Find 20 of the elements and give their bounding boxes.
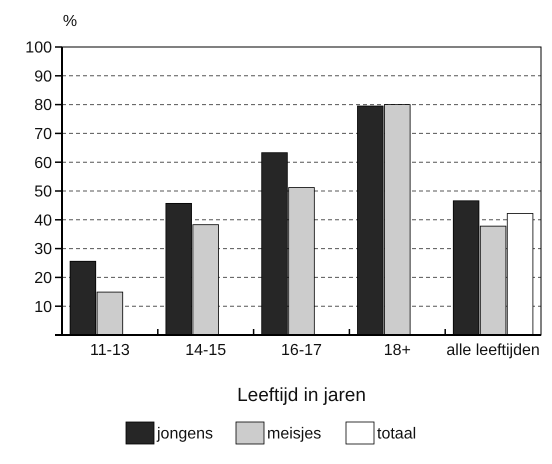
y-tick-label: 80	[34, 97, 52, 114]
y-tick-label: 30	[34, 241, 52, 258]
y-tick-label: 70	[34, 126, 52, 143]
y-tick-label: 100	[25, 40, 52, 57]
x-tick-label: 11-13	[90, 342, 130, 359]
x-axis-title: Leeftijd in jaren	[237, 385, 366, 406]
y-tick-label: 60	[34, 154, 52, 172]
y-tick-label: 40	[34, 212, 52, 230]
x-tick-label: 14-15	[185, 342, 226, 359]
legend-label: meisjes	[267, 426, 322, 443]
y-tick-label: 20	[34, 270, 52, 287]
x-tick-label: 18+	[384, 342, 411, 359]
legend-label: totaal	[377, 426, 416, 443]
x-tick-label: 16-17	[281, 342, 322, 359]
y-tick-label: 90	[34, 68, 52, 86]
y-axis-title: %	[62, 13, 78, 30]
legend-label: jongens	[156, 426, 214, 443]
x-tick-label: alle leeftijden	[446, 342, 540, 359]
y-tick-label: 50	[34, 184, 52, 201]
y-tick-label: 10	[34, 298, 52, 316]
